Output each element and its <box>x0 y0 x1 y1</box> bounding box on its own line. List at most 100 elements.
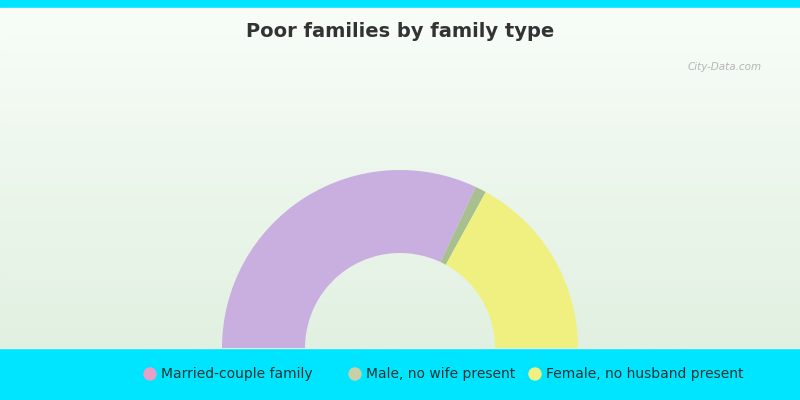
Bar <box>0 260 800 261</box>
Bar <box>0 51 800 52</box>
Bar <box>0 146 800 148</box>
Bar <box>0 177 800 178</box>
Bar <box>0 322 800 323</box>
Bar <box>0 38 800 39</box>
Bar <box>0 234 800 235</box>
Bar <box>0 133 800 134</box>
Bar <box>0 254 800 255</box>
Bar <box>0 230 800 231</box>
Bar <box>0 231 800 232</box>
Bar <box>0 112 800 114</box>
Bar <box>0 255 800 256</box>
Bar <box>0 87 800 88</box>
Bar <box>0 53 800 54</box>
Bar <box>0 40 800 41</box>
Bar <box>0 185 800 186</box>
Bar <box>0 326 800 328</box>
Bar <box>0 284 800 286</box>
Bar <box>0 216 800 218</box>
Bar <box>0 250 800 252</box>
Bar <box>0 222 800 223</box>
Bar <box>0 36 800 38</box>
Bar <box>0 208 800 209</box>
Bar <box>0 242 800 244</box>
Bar <box>0 44 800 45</box>
Bar <box>0 291 800 292</box>
Bar <box>0 163 800 164</box>
Bar <box>0 346 800 347</box>
Bar <box>0 190 800 192</box>
Bar <box>0 168 800 169</box>
Bar <box>0 158 800 159</box>
Bar <box>0 41 800 42</box>
Bar <box>0 18 800 19</box>
Bar <box>0 104 800 106</box>
Bar <box>0 314 800 315</box>
Bar <box>0 25 800 26</box>
Bar <box>0 32 800 33</box>
Bar <box>0 229 800 230</box>
Bar <box>0 66 800 67</box>
Bar <box>0 258 800 260</box>
Bar <box>0 156 800 158</box>
Bar <box>0 180 800 182</box>
Bar <box>0 73 800 74</box>
Bar <box>0 305 800 306</box>
Bar <box>0 42 800 43</box>
Bar <box>0 223 800 224</box>
Bar <box>0 79 800 80</box>
Bar <box>0 313 800 314</box>
Bar <box>0 11 800 12</box>
Bar <box>0 19 800 20</box>
Bar <box>0 202 800 203</box>
Bar <box>0 288 800 289</box>
Bar <box>0 300 800 302</box>
Bar <box>0 22 800 23</box>
Bar <box>0 124 800 125</box>
Bar <box>0 57 800 58</box>
Bar <box>0 126 800 127</box>
Bar <box>0 148 800 150</box>
Bar <box>0 80 800 82</box>
Bar <box>0 245 800 246</box>
Bar <box>0 342 800 344</box>
Bar <box>0 111 800 112</box>
Bar <box>0 15 800 16</box>
Wedge shape <box>446 192 578 348</box>
Bar <box>0 169 800 170</box>
Bar <box>0 161 800 162</box>
Bar <box>0 170 800 171</box>
Bar <box>0 102 800 103</box>
Text: Male, no wife present: Male, no wife present <box>366 367 515 381</box>
Bar <box>0 95 800 96</box>
Bar <box>0 119 800 120</box>
Bar <box>0 294 800 295</box>
Bar <box>0 135 800 136</box>
Bar <box>0 52 800 53</box>
Bar <box>0 315 800 316</box>
Bar <box>0 172 800 174</box>
Bar <box>0 150 800 151</box>
Bar <box>0 24 800 25</box>
Bar <box>0 82 800 83</box>
Bar <box>0 257 800 258</box>
Bar <box>0 116 800 117</box>
Bar <box>0 192 800 193</box>
Bar <box>0 213 800 214</box>
Bar <box>0 174 800 176</box>
Bar <box>0 204 800 205</box>
Bar <box>0 203 800 204</box>
Bar <box>0 45 800 46</box>
Bar <box>0 273 800 274</box>
Bar <box>0 329 800 330</box>
Bar <box>0 141 800 142</box>
Bar <box>0 274 800 276</box>
Bar <box>0 176 800 177</box>
Bar <box>0 281 800 282</box>
Bar <box>0 72 800 73</box>
Bar <box>0 56 800 57</box>
Bar <box>0 320 800 321</box>
Bar <box>0 125 800 126</box>
Bar <box>0 265 800 266</box>
Bar <box>0 253 800 254</box>
